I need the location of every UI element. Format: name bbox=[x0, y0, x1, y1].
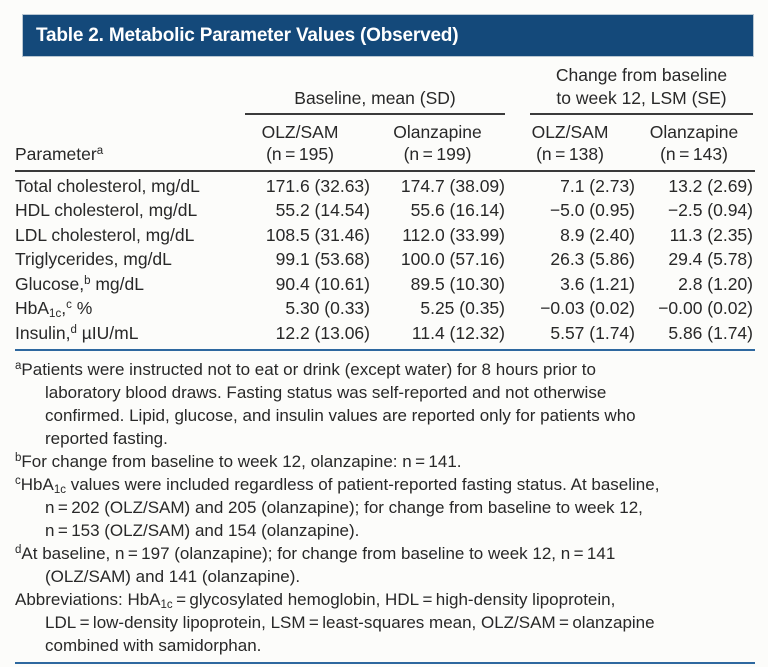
baseline-group-underline: Baseline, mean (SD) bbox=[245, 87, 505, 115]
value-cell: 55.2 (14.54) bbox=[275, 200, 370, 221]
row-label: HDL cholesterol, mg/dL bbox=[15, 200, 198, 221]
column-name: Olanzapine bbox=[393, 122, 482, 142]
column-n: (n = 143) bbox=[660, 144, 728, 164]
change-group-header: Change from baseline to week 12, LSM (SE… bbox=[505, 64, 753, 115]
footnote-marker: a bbox=[15, 359, 22, 372]
value-cell: 8.9 (2.40) bbox=[560, 224, 635, 245]
value-cell: 90.4 (10.61) bbox=[275, 273, 370, 294]
table-content: Baseline, mean (SD) Change from baseline… bbox=[15, 57, 755, 664]
column-header-olanzapine-change: Olanzapine (n = 143) bbox=[635, 121, 753, 165]
table-row: Total cholesterol, mg/dL 171.6 (32.63) 174… bbox=[15, 174, 755, 199]
value-cell: 5.86 (1.74) bbox=[668, 322, 753, 343]
superscript-marker: c bbox=[66, 299, 72, 312]
column-header-olanzapine-baseline: Olanzapine (n = 199) bbox=[370, 121, 505, 165]
value-cell: 5.25 (0.35) bbox=[420, 298, 505, 319]
row-label: Glucose,b mg/dL bbox=[15, 273, 144, 294]
value-cell: 108.5 (31.46) bbox=[265, 224, 370, 245]
footnote-continuation-line: n = 202 (OLZ/SAM) and 205 (olanzapine); … bbox=[45, 497, 643, 517]
parameter-header-marker: a bbox=[96, 145, 104, 157]
footnote-continuation-line: combined with samidorphan. bbox=[45, 635, 262, 655]
footnote-marker: b bbox=[15, 451, 22, 464]
subscript-text: 1c bbox=[49, 308, 62, 321]
parameter-header-label: Parameter bbox=[15, 144, 97, 164]
footnote-continuation-line: LDL = low-density lipoprotein, LSM = lea… bbox=[45, 612, 655, 632]
table-body: Total cholesterol, mg/dL 171.6 (32.63) 174… bbox=[15, 172, 755, 351]
table-row: HDL cholesterol, mg/dL 55.2 (14.54) 55.6 (… bbox=[15, 199, 755, 224]
value-cell: 26.3 (5.86) bbox=[550, 249, 635, 270]
footnote-line: bFor change from baseline to week 12, ol… bbox=[15, 451, 462, 471]
row-label: Insulin,d µIU/mL bbox=[15, 322, 139, 343]
footnote-continuation-line: laboratory blood draws. Fasting status w… bbox=[45, 382, 607, 402]
subscript-text: 1c bbox=[53, 483, 66, 496]
subscript-text: 1c bbox=[160, 598, 173, 611]
value-cell: −2.5 (0.94) bbox=[667, 200, 753, 221]
column-n: (n = 195) bbox=[266, 144, 334, 164]
value-cell: −5.0 (0.95) bbox=[549, 200, 635, 221]
table-row: Insulin,d µIU/mL 12.2 (13.06) 11.4 (12.32)… bbox=[15, 321, 755, 346]
column-n: (n = 138) bbox=[536, 144, 604, 164]
value-cell: 100.0 (57.16) bbox=[400, 249, 505, 270]
value-cell: 29.4 (5.78) bbox=[668, 249, 753, 270]
value-cell: 12.2 (13.06) bbox=[275, 322, 370, 343]
table-row: Glucose,b mg/dL 90.4 (10.61) 89.5 (10.30) 3… bbox=[15, 272, 755, 297]
row-label: LDL cholesterol, mg/dL bbox=[15, 224, 195, 245]
value-cell: 171.6 (32.63) bbox=[265, 175, 370, 196]
change-group-label-line2: to week 12, LSM (SE) bbox=[556, 88, 727, 108]
table-title: Table 2. Metabolic Parameter Values (Obs… bbox=[36, 24, 459, 46]
table-row: Triglycerides, mg/dL 99.1 (53.68) 100.0 (5… bbox=[15, 248, 755, 273]
footnote-continuation-line: n = 153 (OLZ/SAM) and 154 (olanzapine). bbox=[45, 520, 360, 540]
value-cell: 2.8 (1.20) bbox=[678, 273, 753, 294]
superscript-marker: b bbox=[84, 274, 91, 287]
footnote-marker: c bbox=[15, 474, 21, 487]
change-group-label-line1: Change from baseline bbox=[555, 65, 728, 85]
baseline-group-header: Baseline, mean (SD) bbox=[230, 87, 505, 115]
change-group-underline: Change from baseline to week 12, LSM (SE… bbox=[530, 64, 753, 115]
table-header: Baseline, mean (SD) Change from baseline… bbox=[15, 57, 755, 172]
value-cell: 112.0 (33.99) bbox=[402, 224, 505, 245]
row-label: HbA1c,c % bbox=[15, 298, 93, 321]
value-cell: 13.2 (2.69) bbox=[668, 175, 753, 196]
row-label: Total cholesterol, mg/dL bbox=[15, 175, 200, 196]
value-cell: 11.3 (2.35) bbox=[669, 224, 753, 245]
table-row: HbA1c,c % 5.30 (0.33) 5.25 (0.35) −0.03 (0.… bbox=[15, 297, 755, 322]
column-name: OLZ/SAM bbox=[261, 122, 339, 142]
footnote-line: aPatients were instructed not to eat or … bbox=[15, 359, 596, 379]
footnote-continuation-line: confirmed. Lipid, glucose, and insulin v… bbox=[45, 405, 636, 425]
footnote-line: Abbreviations: HbA1c = glycosylated hemo… bbox=[15, 589, 616, 611]
parameter-header: Parametera bbox=[15, 143, 230, 165]
baseline-group-label: Baseline, mean (SD) bbox=[294, 88, 456, 108]
value-cell: 7.1 (2.73) bbox=[560, 175, 635, 196]
column-header-row: Parametera OLZ/SAM (n = 195) Olanzapine … bbox=[15, 115, 755, 170]
value-cell: 89.5 (10.30) bbox=[410, 273, 505, 294]
group-header-row: Baseline, mean (SD) Change from baseline… bbox=[15, 61, 755, 115]
value-cell: −0.03 (0.02) bbox=[540, 298, 635, 319]
footnote-marker: d bbox=[15, 543, 22, 556]
value-cell: 11.4 (12.32) bbox=[411, 322, 505, 343]
column-header-olzsam-change: OLZ/SAM (n = 138) bbox=[505, 121, 635, 165]
footnote-continuation-line: (OLZ/SAM) and 141 (olanzapine). bbox=[45, 566, 301, 586]
superscript-marker: d bbox=[70, 323, 77, 336]
column-header-olzsam-baseline: OLZ/SAM (n = 195) bbox=[230, 121, 370, 165]
column-n: (n = 199) bbox=[403, 144, 472, 164]
value-cell: −0.00 (0.02) bbox=[658, 298, 753, 319]
column-name: Olanzapine bbox=[649, 122, 739, 142]
footnote-line: cHbA1c values were included regardless o… bbox=[15, 474, 660, 496]
value-cell: 174.7 (38.09) bbox=[400, 175, 505, 196]
column-name: OLZ/SAM bbox=[531, 122, 609, 142]
value-cell: 5.57 (1.74) bbox=[550, 322, 635, 343]
footnotes: aPatients were instructed not to eat or … bbox=[15, 351, 755, 664]
table-title-bar: Table 2. Metabolic Parameter Values (Obs… bbox=[22, 14, 754, 57]
row-label: Triglycerides, mg/dL bbox=[15, 249, 172, 270]
value-cell: 5.30 (0.33) bbox=[285, 298, 370, 319]
footnote-line: dAt baseline, n = 197 (olanzapine); for … bbox=[15, 543, 616, 563]
value-cell: 3.6 (1.21) bbox=[560, 273, 635, 294]
footnote-continuation-line: reported fasting. bbox=[45, 428, 168, 448]
table-row: LDL cholesterol, mg/dL 108.5 (31.46) 112.0… bbox=[15, 223, 755, 248]
value-cell: 99.1 (53.68) bbox=[275, 249, 370, 270]
value-cell: 55.6 (16.14) bbox=[410, 200, 505, 221]
